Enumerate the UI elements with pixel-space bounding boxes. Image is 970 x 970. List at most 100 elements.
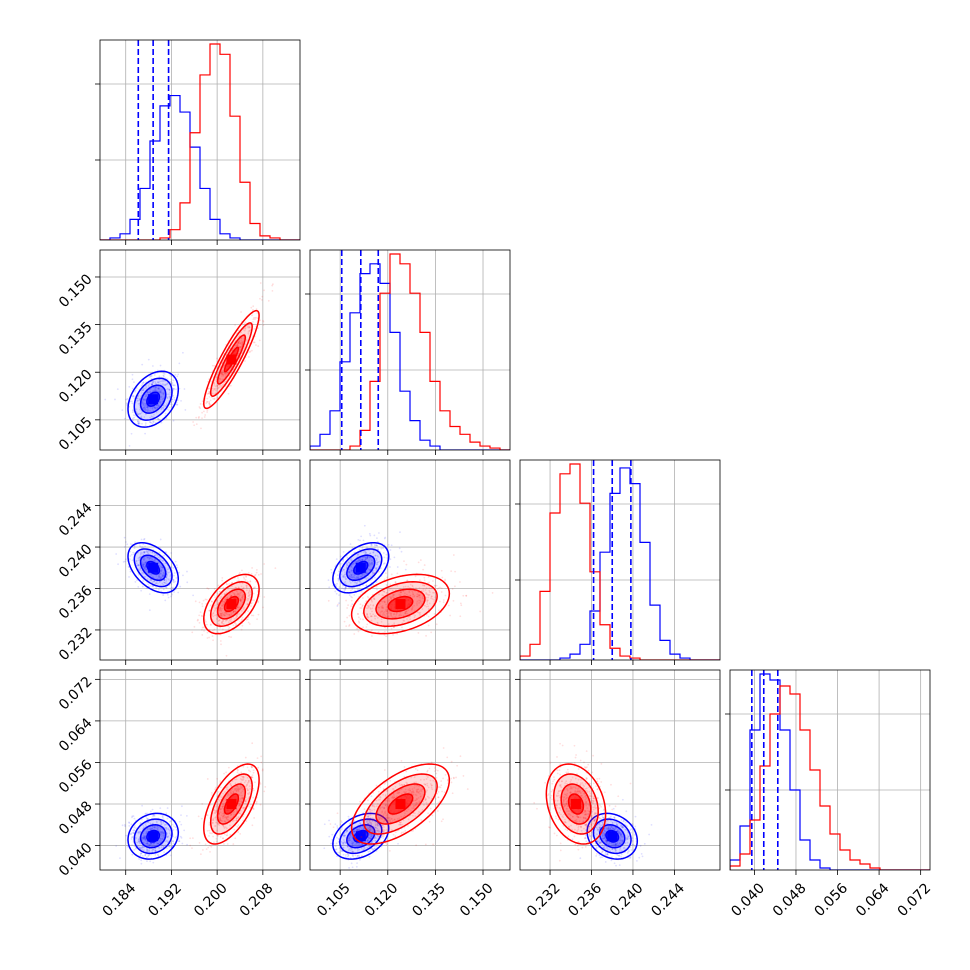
scatter-point: [143, 405, 146, 408]
scatter-point: [165, 580, 168, 583]
scatter-point: [136, 397, 139, 400]
scatter-point: [154, 849, 157, 852]
scatter-point: [155, 841, 158, 844]
scatter-point: [114, 398, 116, 401]
scatter-point: [385, 592, 388, 594]
scatter-point: [228, 593, 231, 595]
scatter-point: [154, 850, 157, 853]
scatter-point: [210, 380, 212, 383]
scatter-point: [219, 590, 221, 593]
scatter-point: [123, 417, 126, 420]
scatter-point: [137, 586, 140, 588]
scatter-point: [236, 614, 239, 617]
scatter-point: [246, 584, 248, 587]
scatter-point: [144, 566, 147, 568]
scatter-point: [343, 573, 346, 576]
scatter-point: [216, 396, 219, 399]
scatter-point: [159, 807, 162, 810]
scatter-point: [255, 316, 258, 319]
scatter-point: [143, 556, 146, 559]
scatter-point: [165, 383, 168, 386]
scatter-point: [237, 342, 240, 345]
scatter-point: [162, 374, 165, 377]
scatter-point: [195, 416, 198, 419]
scatter-point: [220, 375, 223, 377]
scatter-point: [210, 600, 213, 603]
scatter-point: [349, 576, 351, 579]
scatter-point: [259, 319, 262, 322]
scatter-point: [158, 405, 160, 408]
scatter-point: [156, 406, 159, 409]
scatter-point: [144, 835, 147, 838]
scatter-point: [380, 547, 383, 550]
scatter-point: [156, 381, 159, 384]
scatter-point: [219, 606, 222, 609]
scatter-point: [370, 543, 373, 546]
scatter-point: [331, 833, 334, 836]
scatter-point: [236, 613, 239, 616]
scatter-point: [246, 597, 249, 600]
scatter-point: [150, 574, 153, 576]
scatter-point: [388, 589, 391, 592]
scatter-point: [237, 606, 239, 609]
scatter-point: [159, 558, 161, 561]
scatter-point: [133, 547, 136, 550]
panel-plot-area: [520, 460, 720, 660]
scatter-point: [131, 409, 134, 412]
scatter-point: [125, 398, 128, 401]
scatter-point: [227, 625, 230, 628]
scatter-point: [165, 587, 168, 589]
scatter-point: [132, 829, 135, 832]
scatter-point: [254, 573, 257, 576]
scatter-point: [216, 387, 219, 390]
scatter-point: [346, 564, 349, 567]
panel-plot-area: [310, 460, 510, 660]
scatter-point: [140, 415, 143, 418]
scatter-point: [371, 573, 374, 576]
scatter-point: [148, 557, 151, 560]
scatter-point: [208, 396, 211, 398]
scatter-point: [460, 604, 463, 607]
scatter-point: [221, 373, 223, 376]
scatter-point: [383, 578, 386, 581]
histogram-panel-1: [305, 249, 511, 455]
scatter-point: [253, 574, 256, 577]
scatter-point: [164, 823, 167, 826]
scatter-point: [263, 289, 265, 292]
scatter-point: [350, 573, 353, 576]
scatter-point: [224, 614, 227, 617]
scatter-point: [131, 816, 133, 819]
scatter-point: [241, 624, 244, 627]
scatter-point: [183, 829, 186, 832]
scatter-point: [255, 571, 258, 574]
scatter-point: [144, 406, 147, 409]
scatter-point: [166, 593, 169, 596]
scatter-point: [253, 328, 256, 330]
scatter-point: [251, 567, 253, 569]
scatter-point: [180, 399, 182, 402]
scatter-point: [147, 384, 150, 387]
scatter-point: [158, 388, 161, 391]
scatter-point: [182, 351, 184, 354]
scatter-point: [201, 605, 204, 608]
scatter-point: [356, 574, 359, 577]
scatter-point: [128, 576, 130, 578]
scatter-point: [205, 623, 208, 626]
scatter-point: [154, 386, 157, 389]
scatter-point: [170, 583, 173, 586]
scatter-point: [220, 612, 223, 615]
scatter-point: [370, 629, 373, 631]
scatter-point: [201, 615, 204, 618]
scatter-point: [161, 844, 164, 847]
scatter-point: [166, 572, 169, 574]
scatter-point: [252, 587, 255, 590]
scatter-point: [125, 541, 127, 543]
scatter-point: [376, 561, 379, 564]
scatter-point: [137, 840, 140, 842]
scatter-point: [149, 556, 152, 559]
scatter-point: [140, 395, 142, 398]
scatter-point: [161, 815, 164, 818]
scatter-point: [170, 566, 173, 568]
scatter-point: [137, 413, 140, 416]
scatter-point: [237, 593, 240, 596]
